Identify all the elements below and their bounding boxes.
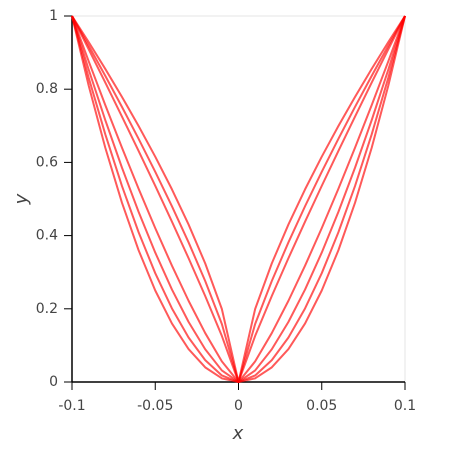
curve <box>71 15 406 383</box>
plot-frame <box>71 15 406 383</box>
curve <box>71 15 406 383</box>
x-tick-label: -0.1 <box>58 398 85 414</box>
curve <box>71 15 406 383</box>
x-tick-label: 0.05 <box>306 398 337 414</box>
x-tick-label: -0.05 <box>137 398 173 414</box>
x-tick-label: 0.1 <box>394 398 416 414</box>
y-tick-label: 0.8 <box>36 81 58 97</box>
curve <box>71 15 406 383</box>
curve <box>71 15 406 383</box>
curve <box>71 15 406 383</box>
y-tick-label: 1 <box>49 8 58 24</box>
y-axis-title: y <box>11 193 32 205</box>
y-tick-label: 0.6 <box>36 154 58 170</box>
curve <box>71 15 406 383</box>
y-tick-label: 0 <box>49 374 58 390</box>
y-tick-label: 0.4 <box>36 228 58 244</box>
x-axis-title: x <box>232 423 244 444</box>
y-tick-label: 0.2 <box>36 301 58 317</box>
x-tick-label: 0 <box>234 398 243 414</box>
